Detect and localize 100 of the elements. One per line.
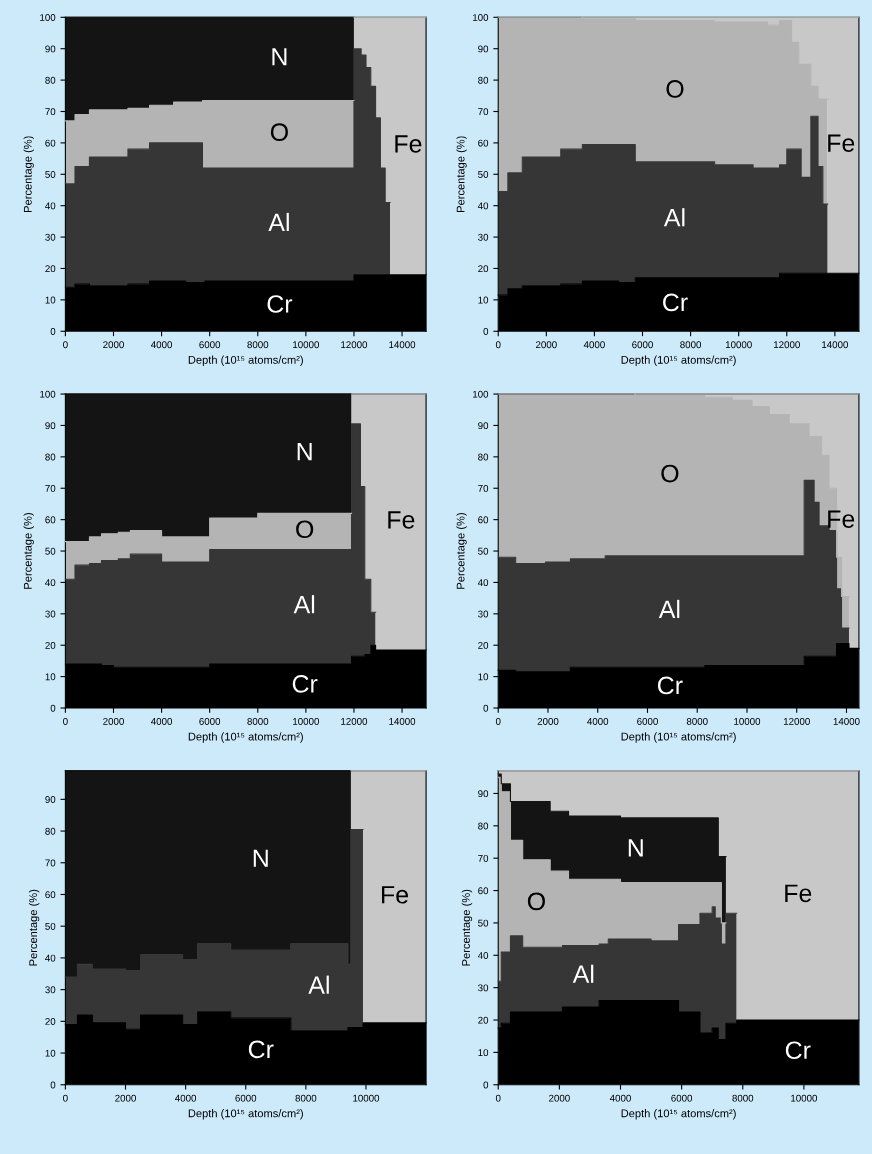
x-tick-label: 0 <box>495 717 501 725</box>
x-tick-label: 6000 <box>632 341 653 349</box>
y-tick-label: 100 <box>40 14 56 21</box>
series-label: Al <box>663 208 685 227</box>
y-tick-label: 0 <box>483 1081 489 1089</box>
y-tick-label: 80 <box>478 76 489 84</box>
y-tick-label: 30 <box>478 233 489 241</box>
y-tick-label: 60 <box>45 516 56 524</box>
x-tick-label: 8000 <box>295 1094 317 1102</box>
series-label: Cr <box>785 1041 811 1060</box>
y-tick-label: 40 <box>45 579 56 587</box>
y-tick-label: 20 <box>478 1016 489 1024</box>
x-tick-label: 4000 <box>150 717 173 725</box>
x-tick-label: 12000 <box>774 341 800 349</box>
x-tick-label: 10000 <box>734 717 761 725</box>
y-tick-label: 90 <box>478 422 489 430</box>
y-tick-label: 0 <box>50 328 56 335</box>
series-label: O <box>527 892 545 911</box>
y-tick-label: 10 <box>478 296 489 304</box>
series-label: N <box>272 48 287 66</box>
series-label: N <box>253 849 268 867</box>
x-tick-label: 14000 <box>389 717 416 725</box>
y-tick-label: 90 <box>45 796 56 803</box>
series-label: Al <box>293 595 315 614</box>
y-axis-title: Percentage (%) <box>23 513 34 589</box>
x-tick-label: 14000 <box>822 341 849 349</box>
y-tick-label: 90 <box>478 790 489 798</box>
series-label: Cr <box>267 295 293 313</box>
x-tick-label: 8000 <box>247 341 269 349</box>
x-tick-label: 6000 <box>199 341 221 349</box>
y-tick-label: 0 <box>483 704 489 712</box>
y-tick-label: 80 <box>45 453 56 461</box>
y-tick-label: 0 <box>50 704 56 712</box>
y-tick-label: 30 <box>478 984 489 992</box>
series-label: Fe <box>388 511 415 529</box>
y-tick-label: 30 <box>45 233 56 241</box>
y-tick-label: 70 <box>478 108 489 116</box>
y-tick-label: 70 <box>45 859 56 867</box>
y-tick-label: 20 <box>45 265 56 273</box>
y-tick-label: 50 <box>478 547 489 555</box>
x-axis-title: Depth (10¹⁵ atoms/cm²) <box>188 732 303 743</box>
y-tick-label: 50 <box>478 171 489 178</box>
x-tick-label: 8000 <box>732 1094 754 1102</box>
y-tick-label: 80 <box>478 453 489 461</box>
series-label: Cr <box>657 676 683 695</box>
series-label: Fe <box>828 510 855 528</box>
x-tick-label: 8000 <box>680 341 702 349</box>
y-tick-label: 40 <box>477 202 489 210</box>
y-tick-label: 30 <box>478 610 489 618</box>
y-tick-label: 100 <box>473 14 489 21</box>
series-label: O <box>661 464 679 483</box>
x-tick-label: 0 <box>63 341 68 349</box>
series-label: Fe <box>785 884 812 903</box>
x-tick-label: 8000 <box>247 717 269 725</box>
x-tick-label: 10000 <box>293 341 319 349</box>
series-label: Al <box>658 599 680 618</box>
y-tick-label: 20 <box>478 641 489 649</box>
series-label: Fe <box>395 135 422 153</box>
x-tick-label: 2000 <box>115 1094 136 1102</box>
series-label: Cr <box>248 1040 274 1059</box>
series-label: O <box>666 80 684 98</box>
y-axis-title: Percentage (%) <box>28 889 40 966</box>
y-tick-label: 60 <box>45 891 56 899</box>
x-tick-label: 8000 <box>686 717 708 725</box>
x-tick-label: 2000 <box>103 717 124 725</box>
y-tick-label: 60 <box>478 887 489 895</box>
x-tick-label: 2000 <box>537 717 559 725</box>
series-label: N <box>628 839 643 857</box>
x-tick-label: 12000 <box>341 717 368 725</box>
series-label: Fe <box>828 134 855 152</box>
y-axis-title: Percentage (%) <box>456 513 467 589</box>
y-tick-label: 40 <box>477 952 489 959</box>
series-label: Al <box>268 212 289 231</box>
series-label: Fe <box>382 886 409 904</box>
y-tick-label: 70 <box>45 484 56 492</box>
series-label: O <box>270 123 288 141</box>
x-tick-label: 4000 <box>150 341 173 349</box>
series-label: Cr <box>663 293 688 312</box>
y-tick-label: 50 <box>45 547 56 555</box>
x-tick-label: 2000 <box>103 341 124 349</box>
y-tick-label: 20 <box>478 265 489 273</box>
y-tick-label: 40 <box>477 579 489 587</box>
x-tick-label: 6000 <box>199 717 221 725</box>
series-label: Al <box>572 964 594 983</box>
y-tick-label: 40 <box>45 954 56 962</box>
y-axis-title: Percentage (%) <box>23 136 34 212</box>
x-tick-label: 14000 <box>389 341 416 349</box>
series-label: Al <box>308 975 329 994</box>
y-tick-label: 20 <box>45 641 56 649</box>
y-tick-label: 80 <box>478 822 489 830</box>
y-tick-label: 90 <box>45 422 56 430</box>
y-tick-label: 70 <box>45 108 56 116</box>
y-tick-label: 100 <box>473 390 489 398</box>
x-tick-label: 0 <box>495 341 501 349</box>
x-axis-title: Depth (10¹⁵ atoms/cm²) <box>188 1109 303 1120</box>
x-tick-label: 14000 <box>833 717 860 725</box>
x-tick-label: 2000 <box>536 341 557 349</box>
x-axis-title: Depth (10¹⁵ atoms/cm²) <box>621 732 736 743</box>
y-tick-label: 80 <box>45 827 56 835</box>
x-tick-label: 0 <box>63 717 68 725</box>
